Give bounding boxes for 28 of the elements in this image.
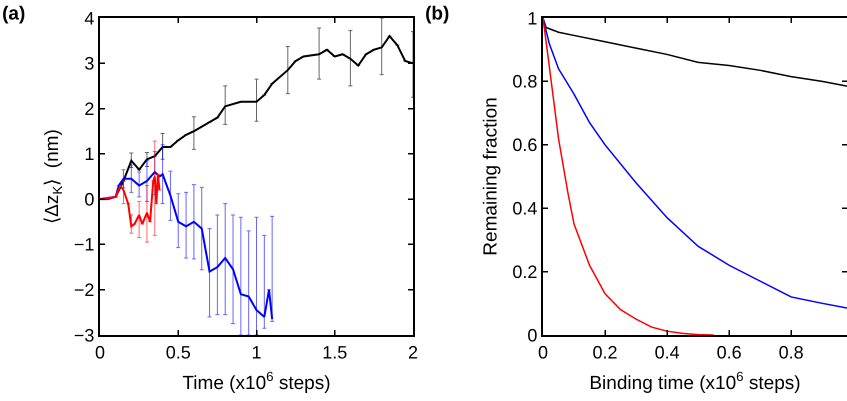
y-tick-label: 1 xyxy=(84,144,94,164)
x-tick-label: 0.5 xyxy=(166,342,191,363)
x-axis-title: Time (x10$^{6}$ steps) xyxy=(182,368,331,394)
x-tick-label: 1.5 xyxy=(322,342,348,363)
y-tick-label: 0.2 xyxy=(512,262,538,282)
y-tick-label: 4 xyxy=(84,8,94,28)
chart-title: (b) xyxy=(425,3,450,24)
y-tick-label: −2 xyxy=(74,280,94,300)
y-tick-label: 1 xyxy=(527,8,538,28)
y-tick-label: 2 xyxy=(84,98,94,119)
y-tick-label: −1 xyxy=(74,234,94,255)
y-tick-label: 3 xyxy=(84,54,94,74)
y-tick-label: 0.6 xyxy=(512,135,538,156)
x-tick-label: 2 xyxy=(408,342,418,363)
x-tick-label: 0.8 xyxy=(778,342,804,363)
x-axis-title: Binding time (x10$^{6}$ steps) xyxy=(589,368,801,394)
x-tick-label: 1 xyxy=(251,342,262,363)
chart-title: (a) xyxy=(2,3,26,24)
y-axis-title: Remaining fraction xyxy=(480,97,502,256)
x-tick-label: 0.6 xyxy=(716,342,742,363)
y-tick-label: −3 xyxy=(74,325,94,346)
y-tick-label: 0.8 xyxy=(512,72,538,92)
y-tick-label: 0.4 xyxy=(512,198,538,218)
y-tick-label: 0 xyxy=(84,189,94,210)
x-tick-label: 0.4 xyxy=(654,342,680,363)
x-tick-label: 0.2 xyxy=(592,342,618,363)
line-series xyxy=(543,18,714,335)
y-tick-label: 0 xyxy=(527,325,538,346)
